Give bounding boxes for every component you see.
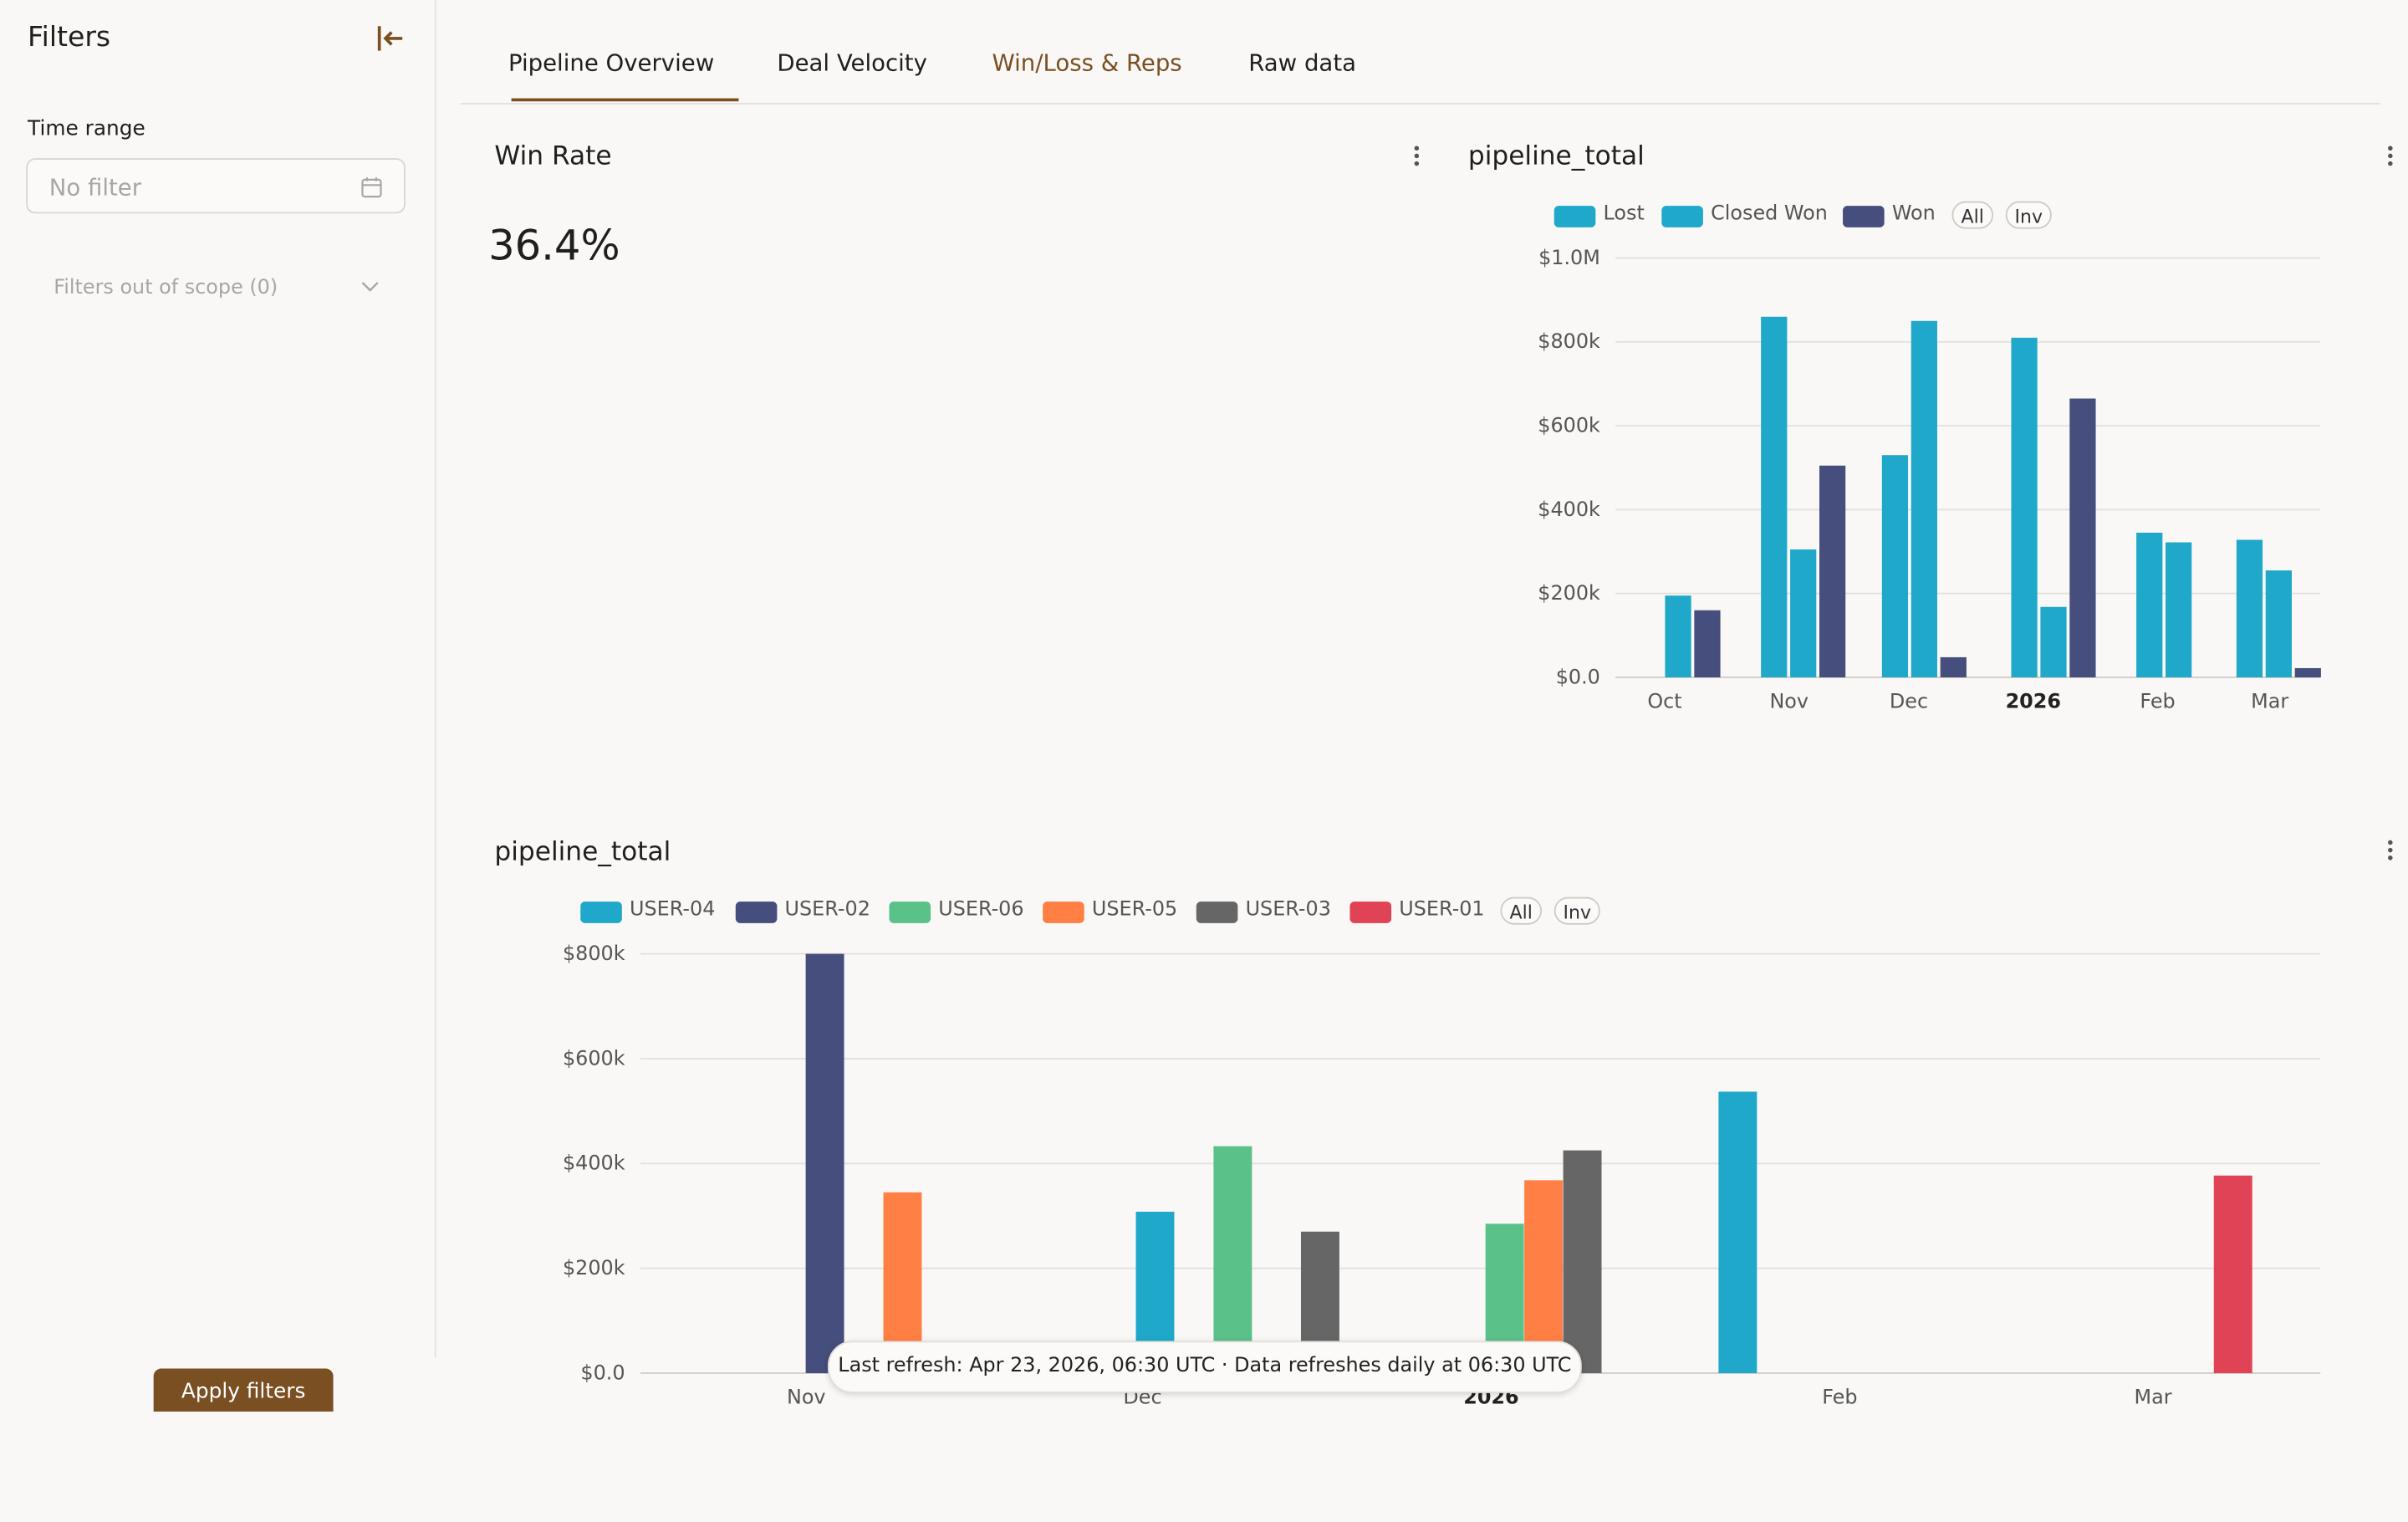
time-range-label: Time range xyxy=(28,116,145,141)
kebab-menu-icon[interactable] xyxy=(1408,143,1423,174)
x-tick-label: Dec xyxy=(1890,690,1928,713)
x-tick-label: Nov xyxy=(1769,690,1809,713)
bar-won xyxy=(2294,667,2321,677)
win-rate-title: Win Rate xyxy=(494,140,612,172)
bar-lost xyxy=(2011,337,2038,677)
y-tick-label: $200k xyxy=(563,1256,625,1279)
x-tick-label: Feb xyxy=(1822,1386,1857,1409)
legend-swatch-user-03 xyxy=(1196,901,1238,923)
legend-invert-button[interactable]: Inv xyxy=(2005,201,2052,229)
tab-deal-velocity[interactable]: Deal Velocity xyxy=(777,49,927,77)
kebab-menu-icon[interactable] xyxy=(2382,143,2397,174)
chart2-title: pipeline_total xyxy=(494,837,671,868)
tab-win-loss-reps[interactable]: Win/Loss & Reps xyxy=(992,49,1182,77)
x-tick-label: Mar xyxy=(2135,1386,2172,1409)
last-refresh-toast: Last refresh: Apr 23, 2026, 06:30 UTC · … xyxy=(827,1341,1582,1393)
bar-won xyxy=(2069,398,2096,677)
chevron-down-icon[interactable] xyxy=(361,279,380,294)
bar-closed-won xyxy=(1911,320,1937,677)
filters-out-of-scope[interactable]: Filters out of scope (0) xyxy=(54,276,278,300)
x-tick-label: Nov xyxy=(787,1386,826,1409)
x-tick-label: Mar xyxy=(2251,690,2288,713)
bar-user-02 xyxy=(805,953,844,1374)
legend-item-closed-won[interactable]: Closed Won xyxy=(1711,202,1828,226)
legend-swatch-user-05 xyxy=(1043,901,1084,923)
bar-closed-won xyxy=(1790,549,1817,677)
tab-raw-data[interactable]: Raw data xyxy=(1248,49,1357,77)
filters-title: Filters xyxy=(28,21,111,54)
legend-item-user-05[interactable]: USER-05 xyxy=(1091,898,1178,922)
bar-won xyxy=(1819,465,1846,677)
x-tick-label: Feb xyxy=(2140,690,2175,713)
bar-lost xyxy=(1881,455,1909,677)
collapse-left-icon[interactable] xyxy=(369,18,409,59)
y-tick-label: $600k xyxy=(1538,413,1600,437)
y-tick-label: $0.0 xyxy=(1556,665,1600,688)
bar-lost xyxy=(1761,316,1788,677)
legend-swatch-lost xyxy=(1553,206,1596,227)
bar-user-01 xyxy=(2213,1175,2252,1374)
legend-swatch-user-02 xyxy=(735,901,778,923)
bar-closed-won xyxy=(2040,606,2067,677)
legend-swatch-user-04 xyxy=(580,901,622,923)
x-tick-label: 2026 xyxy=(2006,690,2061,713)
legend-item-won[interactable]: Won xyxy=(1891,202,1936,226)
legend-swatch-closed-won xyxy=(1661,206,1703,227)
win-rate-value: 36.4% xyxy=(488,222,620,271)
legend-item-user-03[interactable]: USER-03 xyxy=(1245,898,1331,922)
legend-swatch-won xyxy=(1843,206,1885,227)
bar-user-04 xyxy=(1718,1091,1758,1374)
legend-select-all-button[interactable]: All xyxy=(1951,201,1994,229)
legend-swatch-user-06 xyxy=(889,901,931,923)
y-tick-label: $400k xyxy=(1538,498,1600,521)
legend-item-user-06[interactable]: USER-06 xyxy=(938,898,1024,922)
time-range-input[interactable]: No filter xyxy=(26,158,406,214)
bar-won xyxy=(1694,610,1721,677)
calendar-icon xyxy=(361,177,382,198)
y-tick-label: $600k xyxy=(563,1046,625,1070)
y-tick-label: $0.0 xyxy=(580,1361,625,1384)
y-tick-label: $1.0M xyxy=(1538,246,1600,269)
legend-swatch-user-01 xyxy=(1349,901,1392,923)
bar-closed-won xyxy=(2166,542,2192,677)
y-tick-label: $400k xyxy=(563,1152,625,1175)
bar-lost xyxy=(1665,595,1691,677)
page-footer-area xyxy=(0,1411,2408,1522)
bar-user-03 xyxy=(1563,1150,1602,1374)
tab-pipeline-overview[interactable]: Pipeline Overview xyxy=(508,49,715,77)
legend-item-user-01[interactable]: USER-01 xyxy=(1399,898,1485,922)
time-range-placeholder: No filter xyxy=(48,173,142,202)
filter-sidebar: Filters Time range No filter Filters out… xyxy=(0,0,436,1358)
legend-item-user-02[interactable]: USER-02 xyxy=(784,898,870,922)
legend-item-user-04[interactable]: USER-04 xyxy=(630,898,716,922)
legend-invert-button[interactable]: Inv xyxy=(1553,896,1600,925)
kebab-menu-icon[interactable] xyxy=(2382,837,2397,868)
y-tick-label: $200k xyxy=(1538,581,1600,605)
y-tick-label: $800k xyxy=(563,942,625,965)
apply-filters-button[interactable]: Apply filters xyxy=(153,1368,334,1415)
x-tick-label: Oct xyxy=(1647,690,1681,713)
bar-user-06 xyxy=(1213,1146,1252,1374)
bar-closed-won xyxy=(2265,570,2292,677)
legend-select-all-button[interactable]: All xyxy=(1500,896,1543,925)
bar-lost xyxy=(2136,532,2163,677)
bar-won xyxy=(1940,656,1967,677)
y-tick-label: $800k xyxy=(1538,329,1600,353)
chart1-title: pipeline_total xyxy=(1467,140,1645,172)
bar-lost xyxy=(2236,539,2263,677)
active-tab-indicator xyxy=(511,98,739,102)
dashboard-tabs xyxy=(461,0,2380,105)
pipeline-total-chart-status: $0.0 $200k $400k $600k $800k $1.0M Oct Nov Dec 20… xyxy=(1538,246,2321,713)
legend-item-lost[interactable]: Lost xyxy=(1603,202,1645,226)
